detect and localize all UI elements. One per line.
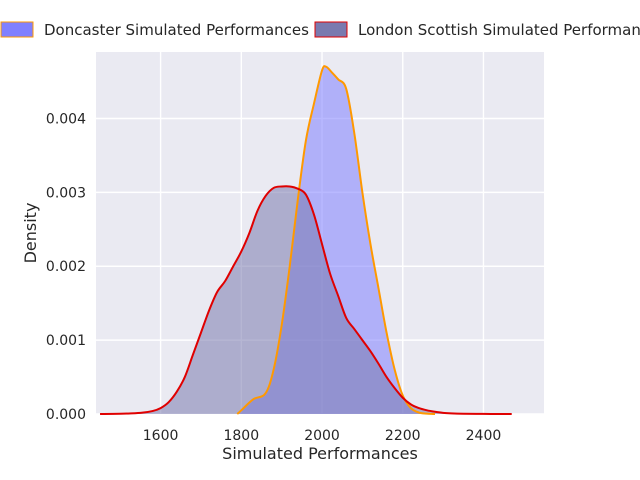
- y-tick-label: 0.003: [46, 185, 86, 201]
- x-tick-label: 2200: [385, 428, 421, 444]
- series-layer: [100, 65, 512, 415]
- y-tick-label: 0.001: [46, 333, 86, 349]
- legend-label-doncaster: Doncaster Simulated Performances: [44, 21, 309, 39]
- tick-labels: 1600 1800 2000 2200 2400 0.000 0.001 0.002 0.003…: [46, 111, 501, 444]
- density-line-london-scottish: [100, 185, 512, 415]
- legend-swatch-london-scottish: [314, 21, 348, 38]
- x-tick-label: 1800: [223, 428, 259, 444]
- y-tick-label: 0.004: [46, 111, 86, 127]
- x-axis-label: Simulated Performances: [222, 444, 418, 463]
- x-tick-label: 1600: [143, 428, 179, 444]
- legend-swatch-doncaster: [0, 21, 34, 38]
- y-tick-label: 0.002: [46, 259, 86, 275]
- legend: Doncaster Simulated Performances London …: [0, 21, 640, 39]
- density-area-london-scottish: [100, 186, 512, 414]
- y-axis-label: Density: [21, 203, 40, 264]
- density-line-doncaster: [236, 65, 436, 415]
- legend-label-london-scottish: London Scottish Simulated Performances: [358, 21, 640, 39]
- x-tick-label: 2000: [304, 428, 340, 444]
- x-tick-label: 2400: [466, 428, 502, 444]
- y-tick-label: 0.000: [46, 407, 86, 423]
